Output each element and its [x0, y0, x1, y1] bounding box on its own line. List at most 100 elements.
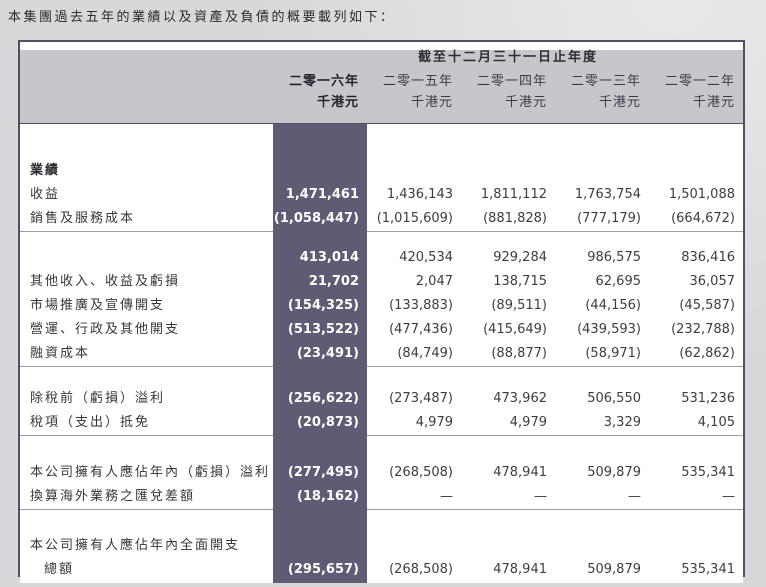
table-row: 業績	[20, 159, 743, 183]
cell-value	[555, 534, 649, 558]
cell-value: (232,788)	[671, 322, 735, 337]
cell-value	[367, 159, 461, 183]
section-spacer	[20, 367, 743, 387]
cell-value: 986,575	[587, 250, 641, 265]
cell-value: (89,511)	[491, 298, 547, 313]
cell-value: —	[722, 489, 735, 504]
table-row: 市場推廣及宣傳開支 (154,325) (133,883) (89,511) (44,1…	[20, 294, 743, 318]
cell-value: 1,501,088	[668, 187, 735, 202]
year-header: 二零一四年	[476, 74, 547, 89]
cell-value: (62,862)	[679, 346, 735, 361]
row-label: 本公司擁有人應佔年內（虧損）溢利	[30, 465, 271, 480]
cell-value	[555, 159, 649, 183]
row-label	[20, 246, 273, 270]
cell-value: —	[440, 489, 453, 504]
section-divider	[20, 231, 743, 232]
cell-value: 509,879	[587, 465, 641, 480]
section-spacer	[20, 232, 743, 246]
row-label: 總額	[44, 562, 75, 577]
unit-header: 千港元	[410, 95, 453, 110]
cell-value: 3,329	[603, 415, 641, 430]
cell-value: 4,979	[415, 415, 453, 430]
table-row: 總額 (295,657) (268,508) 478,941 509,879 535,34…	[20, 558, 743, 582]
cell-value: 4,979	[509, 415, 547, 430]
cell-value: (881,828)	[483, 211, 547, 226]
cell-value: 478,941	[493, 562, 547, 577]
cell-value: (477,436)	[389, 322, 453, 337]
cell-value: (1,058,447)	[273, 211, 359, 226]
five-year-summary-table: 截至十二月三十一日止年度 二零一六年 二零一五年 二零一四年 二零一三年 二零一二年 千…	[18, 40, 745, 583]
cell-value: (84,749)	[397, 346, 453, 361]
row-label: 營運、行政及其他開支	[30, 322, 181, 337]
cell-value: 535,341	[681, 465, 735, 480]
cell-value: 4,105	[697, 415, 735, 430]
cell-value: (273,487)	[389, 391, 453, 406]
unit-header: 千港元	[598, 95, 641, 110]
row-label: 換算海外業務之匯兌差額	[30, 489, 196, 504]
cell-value	[367, 534, 461, 558]
row-label: 市場推廣及宣傳開支	[30, 298, 166, 313]
year-header: 二零一六年	[288, 74, 359, 89]
cell-value: 473,962	[493, 391, 547, 406]
table-row: 營運、行政及其他開支 (513,522) (477,436) (415,649) (43…	[20, 318, 743, 342]
unit-header-row: 千港元 千港元 千港元 千港元 千港元	[20, 95, 743, 111]
unit-header: 千港元	[504, 95, 547, 110]
table-row: 銷售及服務成本 (1,058,447) (1,015,609) (881,828) (7…	[20, 207, 743, 231]
section-spacer	[20, 436, 743, 461]
cell-value: (58,971)	[585, 346, 641, 361]
row-label: 稅項（支出）抵免	[30, 415, 151, 430]
cell-value	[461, 534, 555, 558]
cell-value: (1,015,609)	[376, 211, 453, 226]
cell-value: (23,491)	[296, 346, 359, 361]
cell-value: 929,284	[493, 250, 547, 265]
year-header-row: 二零一六年 二零一五年 二零一四年 二零一三年 二零一二年	[20, 74, 743, 90]
header-spacer	[20, 95, 273, 111]
row-label: 銷售及服務成本	[30, 211, 136, 226]
cell-value	[273, 159, 367, 183]
table-row: 除稅前（虧損）溢利 (256,622) (273,487) 473,962 506,55…	[20, 387, 743, 411]
cell-value: (777,179)	[577, 211, 641, 226]
table-body: 業績 收益 1,471,461 1,436,143 1,811,112 1,763,754…	[20, 124, 743, 583]
cell-value: 36,057	[689, 274, 736, 289]
year-header: 二零一三年	[570, 74, 641, 89]
cell-value: (88,877)	[491, 346, 547, 361]
cell-value	[273, 534, 367, 558]
cell-value	[649, 159, 743, 183]
table-row: 收益 1,471,461 1,436,143 1,811,112 1,763,754 1,…	[20, 183, 743, 207]
table-row: 本公司擁有人應佔年內全面開支	[20, 534, 743, 558]
cell-value: 1,471,461	[285, 187, 359, 202]
section-divider	[20, 509, 743, 510]
cell-value: (20,873)	[296, 415, 359, 430]
cell-value	[649, 534, 743, 558]
table-header: 截至十二月三十一日止年度 二零一六年 二零一五年 二零一四年 二零一三年 二零一二年 千…	[20, 50, 743, 124]
cell-value: (268,508)	[389, 562, 453, 577]
section-divider	[20, 366, 743, 367]
unit-header: 千港元	[692, 95, 735, 110]
highlight-column-2016	[273, 124, 367, 583]
cell-value: —	[534, 489, 547, 504]
cell-value: (44,156)	[585, 298, 641, 313]
section-divider	[20, 435, 743, 436]
row-label: 本公司擁有人應佔年內全面開支	[30, 538, 241, 553]
table-row: 稅項（支出）抵免 (20,873) 4,979 4,979 3,329 4,105	[20, 411, 743, 435]
cell-value: 506,550	[587, 391, 641, 406]
cell-value: —	[628, 489, 641, 504]
cell-value: (256,622)	[287, 391, 359, 406]
section-spacer	[20, 510, 743, 534]
cell-value: 21,702	[308, 274, 359, 289]
table-row: 換算海外業務之匯兌差額 (18,162) — — — —	[20, 485, 743, 509]
intro-text: 本集團過去五年的業績以及資產及負債的概要載列如下：	[8, 10, 396, 25]
cell-value: 420,534	[399, 250, 453, 265]
section-spacer	[20, 124, 743, 159]
cell-value: (439,593)	[577, 322, 641, 337]
cell-value: (18,162)	[296, 489, 359, 504]
row-label: 除稅前（虧損）溢利	[30, 391, 166, 406]
cell-value: 531,236	[681, 391, 735, 406]
cell-value: 2,047	[415, 274, 453, 289]
year-header: 二零一二年	[664, 74, 735, 89]
cell-value: 62,695	[595, 274, 642, 289]
cell-value	[461, 159, 555, 183]
period-title: 截至十二月三十一日止年度	[417, 50, 598, 65]
cell-value: (133,883)	[389, 298, 453, 313]
